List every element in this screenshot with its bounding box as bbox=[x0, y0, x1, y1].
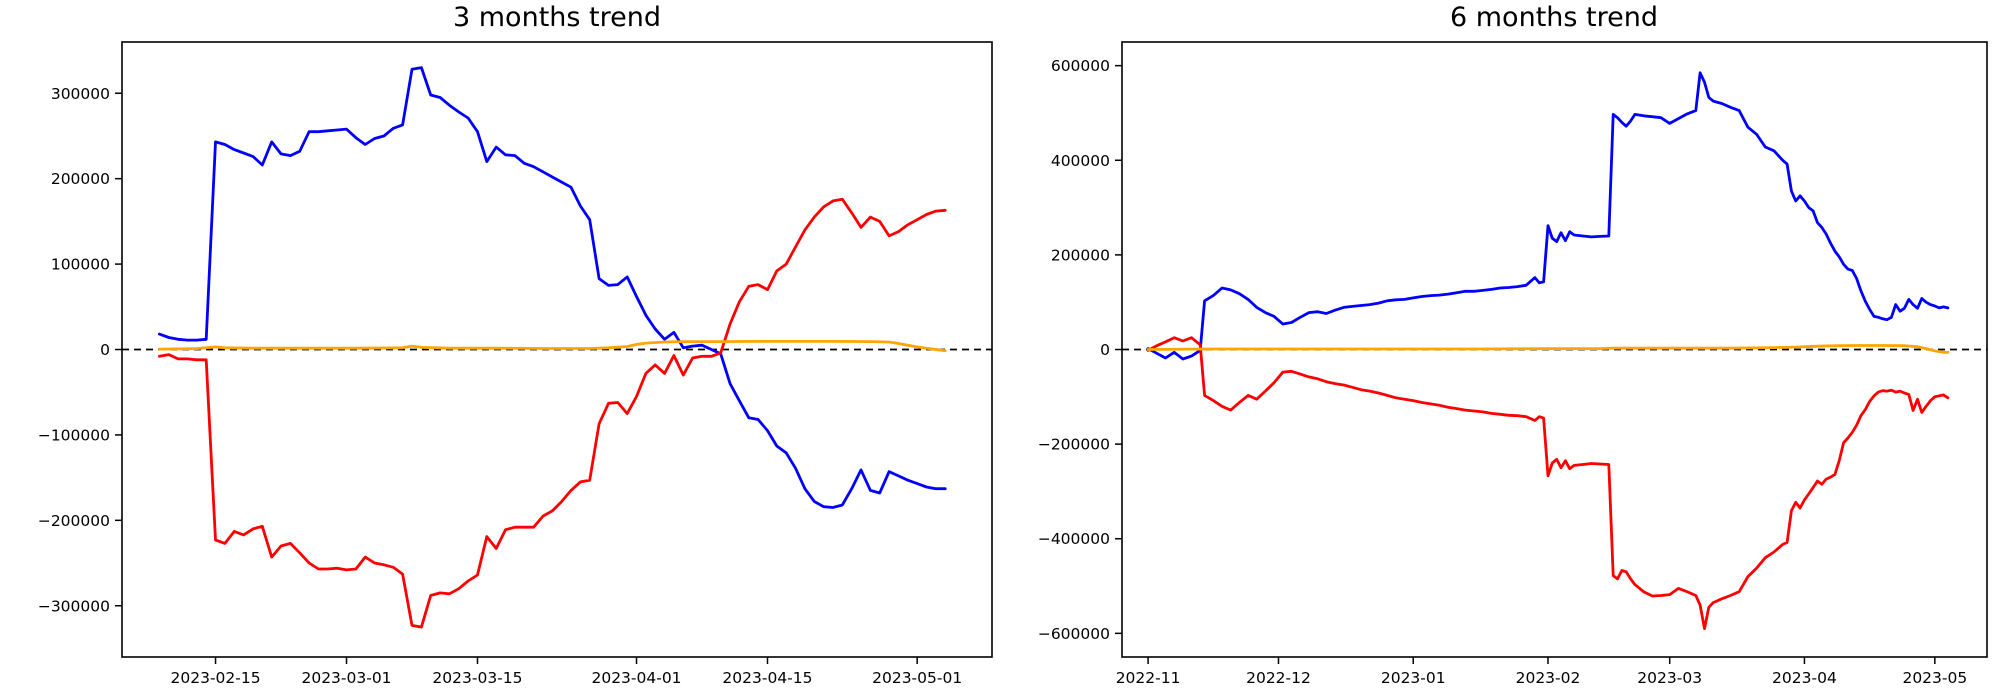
y-tick-label: 0 bbox=[1100, 341, 1110, 359]
three-months-trend-chart: 2023-02-15 2023-03-01 2023-03-15 2023-04-01… bbox=[38, 41, 993, 687]
x-tick-label: 2023-05-01 bbox=[872, 669, 962, 687]
y-tick-label: −200000 bbox=[1038, 436, 1110, 454]
y-tick-label: −400000 bbox=[1038, 530, 1110, 548]
y-tick-label: 0 bbox=[100, 341, 110, 359]
y-tick-label: 600000 bbox=[1051, 57, 1110, 75]
x-tick-label: 2023-03-15 bbox=[432, 669, 522, 687]
chart-title-3-months: 3 months trend bbox=[453, 2, 661, 33]
x-tick-label: 2023-04-15 bbox=[722, 669, 812, 687]
x-tick-label: 2023-05 bbox=[1902, 669, 1967, 687]
chart-title-6-months: 6 months trend bbox=[1450, 2, 1658, 33]
six-months-trend-chart: 2022-11 2022-12 2023-01 2023-02 2023-03 2023-… bbox=[1038, 41, 1988, 687]
x-tick-label: 2023-01 bbox=[1381, 669, 1446, 687]
x-tick-label: 2023-04 bbox=[1772, 669, 1837, 687]
series-line-orange bbox=[157, 339, 947, 353]
series-line-red bbox=[157, 197, 947, 629]
series-line-orange bbox=[1146, 344, 1950, 354]
x-tick-label: 2022-11 bbox=[1116, 669, 1181, 687]
y-tick-label: 200000 bbox=[1051, 246, 1110, 264]
series-line-blue bbox=[1146, 71, 1950, 361]
y-tick-label: 200000 bbox=[51, 170, 110, 188]
x-tick-label: 2023-02 bbox=[1516, 669, 1581, 687]
y-tick-label: −300000 bbox=[38, 597, 110, 615]
x-tick-label: 2023-03-01 bbox=[301, 669, 391, 687]
y-tick-label: 300000 bbox=[51, 85, 110, 103]
y-tick-label: 400000 bbox=[1051, 152, 1110, 170]
y-tick-label: −600000 bbox=[1038, 625, 1110, 643]
y-tick-label: −100000 bbox=[38, 426, 110, 444]
y-tick-label: 100000 bbox=[51, 256, 110, 274]
series-line-blue bbox=[157, 66, 947, 509]
x-tick-label: 2022-12 bbox=[1246, 669, 1311, 687]
x-tick-label: 2023-02-15 bbox=[171, 669, 261, 687]
y-tick-label: −200000 bbox=[38, 512, 110, 530]
x-tick-label: 2023-04-01 bbox=[591, 669, 681, 687]
series-line-red bbox=[1146, 336, 1950, 630]
x-tick-label: 2023-03 bbox=[1637, 669, 1702, 687]
